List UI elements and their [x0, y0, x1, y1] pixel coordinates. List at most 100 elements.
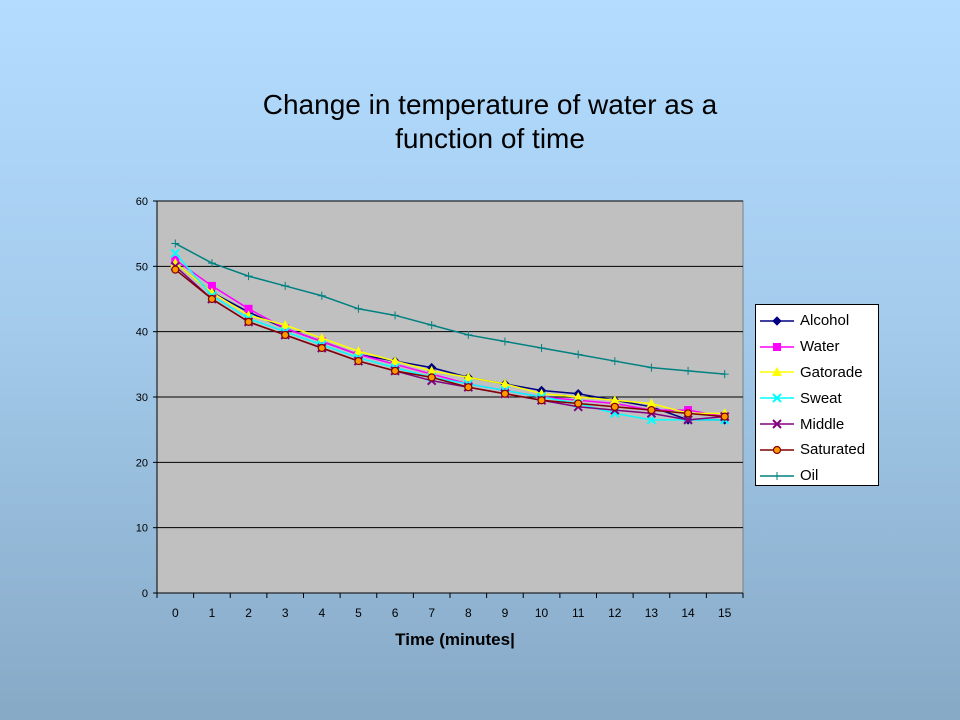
legend-swatch-middle [760, 419, 794, 429]
legend-marker [773, 342, 781, 351]
legend-swatch-water [760, 342, 794, 351]
legend-marker [772, 445, 782, 454]
legend-item-sweat: Sweat [756, 385, 878, 411]
x-tick-label: 13 [645, 606, 659, 620]
data-point-oil [684, 366, 693, 375]
x-tick-label: 1 [209, 606, 216, 620]
x-tick-label: 3 [282, 606, 289, 620]
data-point-saturated [574, 399, 583, 408]
data-point-oil [464, 330, 473, 339]
legend-label: Oil [800, 467, 819, 485]
data-point-saturated [720, 412, 729, 421]
data-point-saturated [207, 294, 217, 304]
data-point-oil [500, 337, 509, 346]
legend-label: Saturated [800, 441, 866, 459]
chart-title-line-2: function of time [395, 123, 585, 154]
data-point-gatorade [499, 378, 510, 388]
data-point-gatorade [316, 333, 327, 343]
data-point-oil [207, 259, 216, 268]
chart-title: Change in temperature of water as a func… [195, 88, 785, 156]
legend-marker [772, 393, 782, 403]
data-point-saturated [500, 389, 510, 398]
legend-swatch-saturated [760, 445, 794, 454]
x-tick-label: 4 [318, 606, 325, 620]
series-line-water [174, 259, 725, 418]
data-point-oil [281, 281, 290, 290]
x-tick-label: 5 [355, 606, 362, 620]
y-tick-label: 10 [136, 523, 148, 535]
legend-swatch-alcohol [760, 316, 794, 326]
data-point-saturated [281, 330, 290, 340]
data-point-saturated [390, 366, 400, 375]
x-axis-label: Time (minutes| [395, 630, 515, 649]
data-point-saturated [354, 356, 363, 366]
x-tick-label: 2 [245, 606, 252, 620]
x-tick-label: 6 [392, 606, 399, 620]
legend-label: Middle [800, 415, 845, 433]
data-point-water [244, 304, 253, 313]
data-point-sweat [170, 248, 181, 258]
data-point-saturated [647, 405, 656, 415]
legend-item-water: Water [756, 334, 878, 360]
data-point-saturated [610, 402, 619, 411]
legend-item-saturated: Saturated [756, 437, 878, 463]
data-point-oil [171, 239, 180, 248]
data-point-gatorade [609, 395, 620, 405]
data-point-saturated [683, 409, 693, 418]
legend-marker [772, 419, 782, 429]
x-tick-label: 8 [465, 606, 472, 620]
y-tick-label: 40 [136, 327, 148, 339]
y-tick-label: 50 [136, 261, 148, 273]
legend-label: Alcohol [800, 312, 850, 330]
data-point-oil [537, 344, 546, 352]
data-point-gatorade [573, 392, 584, 401]
data-point-saturated [244, 317, 253, 326]
x-tick-label: 11 [572, 606, 585, 620]
x-tick-label: 15 [718, 606, 732, 620]
data-point-gatorade [280, 320, 291, 330]
x-tick-label: 9 [502, 606, 509, 620]
y-tick-label: 0 [142, 588, 148, 600]
legend-label: Water [800, 338, 840, 356]
data-point-oil [354, 304, 363, 313]
series-line-oil [174, 242, 725, 375]
data-point-saturated [317, 343, 326, 353]
data-point-saturated [537, 396, 546, 405]
data-point-gatorade [646, 398, 657, 408]
x-tick-label: 0 [172, 606, 179, 620]
legend-item-middle: Middle [756, 411, 878, 437]
data-point-saturated [427, 373, 436, 382]
data-point-water [207, 281, 216, 290]
data-point-gatorade [353, 346, 364, 356]
chart-legend: Alcohol Water Gatorade Sweat Middle Saturated… [755, 304, 879, 486]
legend-item-gatorade: Gatorade [756, 360, 878, 386]
data-point-oil [574, 350, 583, 359]
x-tick-label: 12 [608, 606, 622, 620]
legend-swatch-gatorade [760, 367, 794, 377]
data-point-oil [427, 321, 436, 330]
x-tick-label: 14 [681, 606, 695, 620]
legend-swatch-sweat [760, 393, 794, 403]
series-line-sweat [174, 252, 725, 421]
chart-title-line-1: Change in temperature of water as a [262, 89, 718, 120]
data-point-middle [683, 415, 693, 425]
series-line-saturated [174, 269, 725, 418]
x-tick-label: 7 [428, 606, 435, 620]
legend-marker [773, 471, 781, 480]
data-point-oil [720, 370, 729, 379]
legend-label: Gatorade [800, 363, 863, 381]
data-point-oil [244, 272, 253, 281]
legend-marker [772, 316, 782, 326]
y-tick-label: 20 [136, 457, 148, 469]
data-point-oil [647, 363, 656, 372]
legend-item-oil: Oil [756, 463, 878, 489]
y-tick-label: 30 [136, 392, 148, 404]
y-tick-label: 60 [136, 196, 148, 208]
legend-item-alcohol: Alcohol [756, 308, 878, 334]
legend-swatch-oil [760, 471, 794, 480]
data-point-oil [317, 291, 326, 300]
legend-marker [772, 367, 782, 377]
data-point-saturated [171, 265, 180, 274]
data-point-gatorade [426, 365, 437, 375]
series-line-gatorade [174, 262, 725, 415]
